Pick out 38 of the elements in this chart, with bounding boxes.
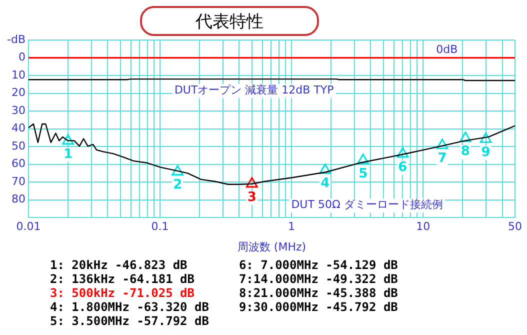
text: 1: 20kHz -46.823 dB <box>50 258 188 272</box>
x-tick-label: 0.01 <box>16 220 41 234</box>
series-label: DUT 50Ω ダミーロード接続例 <box>291 198 443 211</box>
annotation: 3 <box>247 190 256 205</box>
y-tick-label: 10 <box>12 68 26 82</box>
text: 7:14.000MHz -49.322 dB <box>238 272 398 286</box>
annotation: 1 <box>64 146 73 162</box>
text: 9:30.000MHz -45.792 dB <box>238 300 398 314</box>
y-tick-label: 0 <box>18 50 26 64</box>
series-label: DUTオープン 減衰量 12dB TYP <box>174 83 334 96</box>
text: 6: 7.000MHz -54.129 dB <box>238 258 398 272</box>
annotation: 4 <box>320 176 330 192</box>
y-tick-label: 50 <box>12 139 26 152</box>
x-tick-label: 0.1 <box>151 220 169 234</box>
text: 5: 3.500MHz -57.792 dB <box>50 314 209 328</box>
annotation: 5 <box>358 166 368 182</box>
y-tick-label: 70 <box>12 174 26 188</box>
y-tick-label: 60 <box>12 157 26 170</box>
x-tick-label: 50 <box>508 220 522 234</box>
text: 8:21.000MHz -45.388 dB <box>238 286 398 300</box>
text: 3: 500kHz -71.025 dB <box>50 286 195 300</box>
x-tick-label: 10 <box>416 220 430 234</box>
y-tick-label: 30 <box>12 104 26 117</box>
annotation: 7 <box>438 151 447 166</box>
x-tick-label: 1 <box>288 220 296 234</box>
annotation: 9 <box>481 144 490 160</box>
chart-title: 代表特性 <box>140 6 319 36</box>
annotation: 8 <box>460 144 470 160</box>
y-tick-label: -dB <box>7 32 26 46</box>
text: 4: 1.800MHz -63.320 dB <box>50 300 209 314</box>
annotation: 6 <box>398 160 408 175</box>
ref-line-label: 0dB <box>436 43 458 56</box>
annotation: 2 <box>173 178 182 193</box>
y-tick-label: 80 <box>12 192 26 206</box>
text: 2: 136kHz -64.181 dB <box>50 272 196 286</box>
y-tick-label: 40 <box>12 122 26 135</box>
y-tick-label: 20 <box>12 86 26 100</box>
x-axis-title: 周波数 (MHz) <box>237 240 306 254</box>
